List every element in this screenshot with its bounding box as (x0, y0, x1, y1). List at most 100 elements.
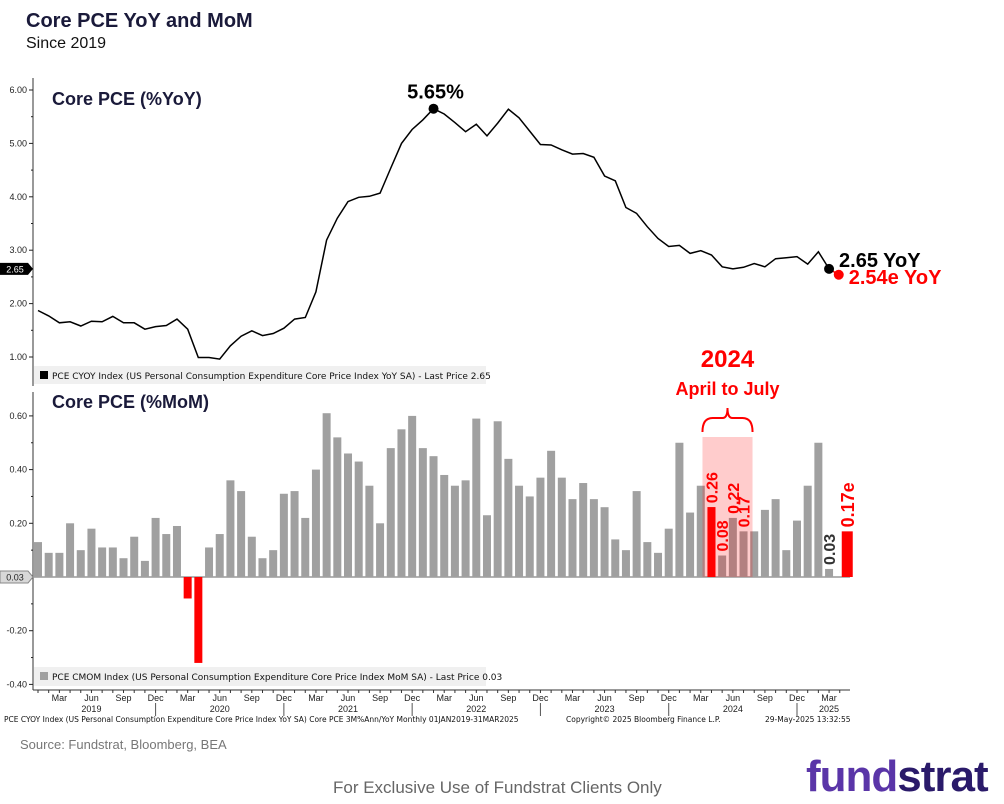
yoy-legend-swatch (40, 371, 48, 379)
x-tick-label: Dec (276, 693, 293, 703)
mom-last-value-tag-label: 0.03 (6, 573, 24, 583)
yoy-y-tick-label: 1.00 (9, 352, 27, 362)
x-year-label: 2023 (595, 704, 615, 714)
mom-y-tick-label: 0.20 (9, 518, 27, 528)
copyright-note: Copyright© 2025 Bloomberg Finance L.P. (566, 715, 721, 724)
x-tick-label: Sep (244, 693, 260, 703)
x-tick-label: Mar (565, 693, 581, 703)
mom-bar (108, 547, 117, 577)
yoy-y-tick-label: 5.00 (9, 138, 27, 148)
mom-bar (525, 496, 534, 577)
yoy-peak-label: 5.65% (407, 82, 464, 104)
x-tick-label: Sep (116, 693, 132, 703)
mom-bar (664, 528, 673, 577)
mom-bar (728, 517, 737, 577)
x-tick-label: Mar (180, 693, 196, 703)
yoy-y-tick-label: 2.00 (9, 299, 27, 309)
mom-bar (226, 480, 235, 577)
x-tick-label: Sep (629, 693, 645, 703)
mom-bar (515, 485, 524, 577)
yoy-series-line (37, 107, 830, 360)
x-tick-label: Mar (693, 693, 709, 703)
highlight-subtitle: April to July (675, 379, 779, 399)
mom-bar (301, 517, 310, 577)
mom-panel-title: Core PCE (%MoM) (52, 392, 209, 412)
mom-bar (632, 491, 641, 577)
mom-bar (119, 558, 128, 577)
mom-estimate-label: 0.17e (838, 482, 858, 527)
x-tick-label: Jun (726, 693, 741, 703)
mom-bar (643, 542, 652, 577)
mom-bar (215, 534, 224, 577)
x-tick-label: Sep (500, 693, 516, 703)
timestamp: 29-May-2025 13:32:55 (765, 715, 851, 724)
mom-bar (333, 437, 342, 577)
yoy-legend-text: PCE CYOY Index (US Personal Consumption … (52, 372, 491, 382)
mom-bar (66, 523, 75, 577)
x-tick-label: Mar (308, 693, 324, 703)
page-title: Core PCE YoY and MoM (26, 10, 253, 32)
mom-bar (589, 499, 598, 577)
fundstrat-logo: fundstrat (806, 752, 989, 801)
yoy-peak-marker (428, 103, 439, 114)
x-tick-label: Dec (148, 693, 165, 703)
mom-bar (440, 474, 449, 577)
mom-bar (814, 442, 823, 577)
mom-bar (675, 442, 684, 577)
mom-bar (493, 421, 502, 577)
mom-y-tick-label: 0.40 (9, 465, 27, 475)
yoy-panel-title: Core PCE (%YoY) (52, 89, 202, 109)
mom-bar (536, 477, 545, 577)
mom-bar (34, 542, 42, 577)
mom-bar (686, 512, 695, 577)
x-tick-label: Jun (84, 693, 99, 703)
x-tick-label: Mar (52, 693, 68, 703)
mom-bar (290, 491, 299, 577)
x-tick-label: Dec (661, 693, 678, 703)
mom-bar (568, 499, 577, 577)
mom-value-label: 0.08 (715, 520, 732, 551)
yoy-estimate-marker (833, 269, 844, 280)
mom-bar (418, 448, 427, 577)
mom-last-value-tag (0, 570, 34, 584)
mom-y-tick-label: 0.60 (9, 411, 27, 421)
mom-bar (279, 493, 288, 577)
yoy-last-value-tag (0, 262, 33, 275)
x-year-label: 2025 (819, 704, 839, 714)
yoy-last-value-tag-label: 2.65 (6, 264, 24, 274)
mom-bar (44, 552, 53, 577)
mom-bar (194, 577, 203, 663)
mom-legend-box (34, 667, 486, 686)
mom-bar (322, 413, 331, 577)
mom-bar (739, 531, 748, 577)
mom-bar (365, 485, 374, 577)
mom-bar (386, 448, 395, 577)
x-year-label: 2019 (81, 704, 101, 714)
x-year-label: 2022 (466, 704, 486, 714)
mom-bar (429, 456, 438, 577)
yoy-y-tick-label: 6.00 (9, 85, 27, 95)
yoy-last-label: 2.65 YoY (839, 250, 921, 272)
mom-bar (600, 507, 609, 577)
disclaimer: For Exclusive Use of Fundstrat Clients O… (333, 778, 662, 797)
mom-value-label: 0.26 (704, 472, 721, 503)
source-note: Source: Fundstrat, Bloomberg, BEA (20, 737, 227, 752)
mom-bar (162, 534, 171, 577)
mom-bar (771, 499, 780, 577)
mom-bar (76, 550, 85, 577)
mom-bar (547, 450, 556, 577)
mom-bar (237, 491, 246, 577)
x-tick-label: Sep (372, 693, 388, 703)
mom-bar (269, 550, 278, 577)
mom-bar (55, 552, 64, 577)
mom-bar (397, 429, 406, 577)
mom-bar (482, 515, 491, 577)
mom-y-tick-label: -0.40 (6, 679, 27, 689)
bloomberg-note: PCE CYOY Index (US Personal Consumption … (4, 715, 519, 724)
mom-bar (611, 539, 620, 577)
highlight-brace (701, 407, 754, 433)
mom-bar (408, 415, 417, 577)
mom-bar (461, 480, 470, 577)
mom-bar (151, 517, 160, 577)
